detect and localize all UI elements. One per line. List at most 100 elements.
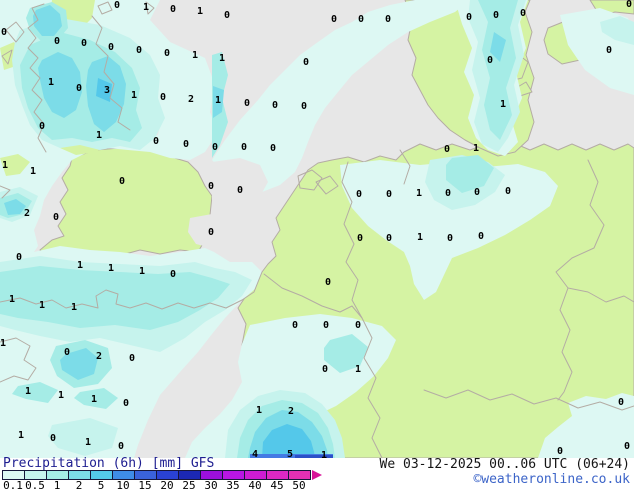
map-value: 4 (251, 449, 259, 460)
map-value: 1 (0, 338, 7, 349)
map-value: 0 (169, 4, 177, 15)
map-value: 0 (444, 188, 452, 199)
map-value: 0 (53, 36, 61, 47)
map-value: 0 (75, 83, 83, 94)
border-layer (263, 159, 634, 458)
map-value: 0 (38, 121, 46, 132)
map-value: 0 (0, 27, 8, 38)
map-value: 0 (302, 57, 310, 68)
map-value: 0 (356, 233, 364, 244)
legend-segment (69, 471, 91, 479)
map-value: 1 (130, 90, 138, 101)
map-value: 1 (416, 232, 424, 243)
legend-labels: 0.1 0.5 1 2 5 10 15 20 25 30 35 40 45 50 (2, 479, 310, 490)
legend-segment (267, 471, 289, 479)
legend-segment (223, 471, 245, 479)
land-england-wales (39, 147, 213, 259)
map-value: 2 (287, 406, 295, 417)
map-value: 2 (23, 208, 31, 219)
map-value: 1 (57, 390, 65, 401)
map-value: 0 (63, 347, 71, 358)
map-value: 0 (605, 45, 613, 56)
map-value: 0 (113, 0, 121, 11)
map-value: 2 (187, 94, 195, 105)
map-value: 0 (355, 189, 363, 200)
map-value: 0 (486, 55, 494, 66)
legend-tick-label: 0.5 (25, 479, 45, 490)
legend-tick-label: 20 (160, 479, 174, 490)
map-value: 1 (29, 166, 37, 177)
map-value: 0 (152, 136, 160, 147)
precip-15-strip (295, 455, 333, 458)
map-value: 1 (95, 130, 103, 141)
map-value: 1 (90, 394, 98, 405)
map-value: 3 (103, 85, 111, 96)
map-value: 0 (321, 364, 329, 375)
legend-segment (25, 471, 47, 479)
legend-tick-label: 30 (204, 479, 218, 490)
map-value: 1 (17, 430, 25, 441)
map-value: 0 (492, 10, 500, 21)
legend-title-text: Precipitation (6h) (3, 456, 144, 471)
weather-map (0, 0, 634, 458)
map-value: 1 (196, 6, 204, 17)
map-value: 0 (243, 98, 251, 109)
map-value: 0 (519, 8, 527, 19)
map-value: 1 (70, 302, 78, 313)
map-value: 0 (330, 14, 338, 25)
map-value: 0 (385, 233, 393, 244)
forecast-datetime: We 03-12-2025 00..06 UTC (06+24) (379, 457, 630, 472)
map-value: 1 (472, 143, 480, 154)
legend-segment (201, 471, 223, 479)
map-value: 0 (443, 144, 451, 155)
map-value: 1 (191, 50, 199, 61)
map-value: 0 (385, 189, 393, 200)
legend-unit: [mm] (151, 456, 184, 471)
map-value: 0 (324, 277, 332, 288)
map-value: 1 (320, 450, 328, 461)
map-value: 0 (625, 0, 633, 10)
map-value: 0 (477, 231, 485, 242)
map-value: 0 (300, 101, 308, 112)
map-value: 0 (617, 397, 625, 408)
map-value: 0 (163, 48, 171, 59)
map-value: 1 (255, 405, 263, 416)
map-value: 1 (38, 300, 46, 311)
map-value: 0 (223, 10, 231, 21)
map-value: 1 (8, 294, 16, 305)
legend-segment (113, 471, 135, 479)
map-value: 0 (169, 269, 177, 280)
map-value: 0 (107, 42, 115, 53)
map-value: 0 (354, 320, 362, 331)
map-value: 5 (286, 449, 294, 460)
map-value: 0 (207, 227, 215, 238)
legend-title: Precipitation (6h) [mm] GFS (3, 456, 214, 471)
map-value: 1 (218, 53, 226, 64)
legend-arrow (312, 470, 322, 480)
map-value: 0 (473, 187, 481, 198)
map-value: 1 (214, 95, 222, 106)
map-value: 1 (76, 260, 84, 271)
map-value: 0 (207, 181, 215, 192)
legend-tick-label: 45 (270, 479, 284, 490)
legend-segment (179, 471, 201, 479)
map-value: 0 (135, 45, 143, 56)
legend-bar (2, 470, 311, 480)
map-value: 0 (623, 441, 631, 452)
legend-tick-label: 5 (97, 479, 105, 490)
map-value: 0 (122, 398, 130, 409)
legend-tick-label: 25 (182, 479, 196, 490)
map-value: 0 (128, 353, 136, 364)
map-value: 0 (52, 212, 60, 223)
legend-model: GFS (190, 456, 215, 471)
map-value: 0 (240, 142, 248, 153)
legend-segment (3, 471, 25, 479)
legend-tick-label: 1 (53, 479, 61, 490)
legend-segment (135, 471, 157, 479)
map-value: 1 (354, 364, 362, 375)
copyright-link[interactable]: ©weatheronline.co.uk (473, 472, 630, 487)
map-value: 1 (142, 2, 150, 13)
map-value: 1 (47, 77, 55, 88)
map-value: 1 (499, 99, 507, 110)
